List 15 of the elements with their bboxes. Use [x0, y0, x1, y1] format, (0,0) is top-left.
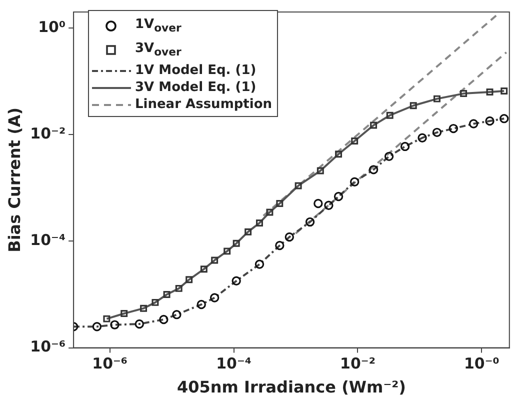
- y-tick-label: 10⁻⁴: [30, 231, 66, 250]
- x-tick-label: 10⁻⁰: [464, 354, 500, 373]
- legend-label: 1V Model Eq. (1): [135, 63, 256, 78]
- x-tick-label: 10⁻⁴: [216, 354, 252, 373]
- y-tick-label: 10⁰: [38, 18, 66, 36]
- legend-label: 3V$_{over}$: [135, 41, 182, 59]
- x-tick-label: 10⁻⁶: [92, 354, 128, 373]
- x-tick-label: 10⁻²: [340, 354, 376, 373]
- y-tick-label: 10⁻⁶: [30, 338, 66, 356]
- legend-label: 3V Model Eq. (1): [135, 80, 256, 95]
- y-axis-title: Bias Current (A): [4, 107, 24, 252]
- legend-label: 1V$_{over}$: [135, 17, 182, 35]
- y-tick-label: 10⁻²: [30, 124, 66, 143]
- legend-label: Linear Assumption: [135, 97, 272, 112]
- x-axis-title: 405nm Irradiance (Wm⁻²): [176, 378, 406, 397]
